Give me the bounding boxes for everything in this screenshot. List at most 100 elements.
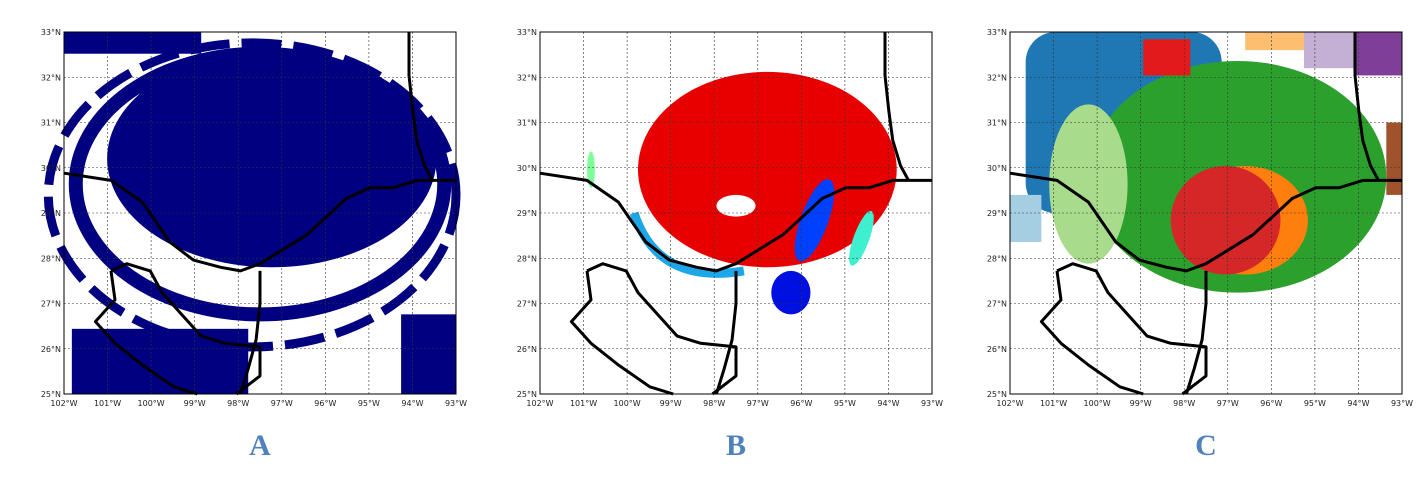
lat-tick-label: 31°N [517,119,537,128]
map-panel: 102°W 101°W 100°W 99°W 98°W 97°W 96°W 95°W 94°W 9… [517,28,943,462]
lon-tick-label: 101°W [570,399,597,408]
lon-tick-label: 97°W [747,399,769,408]
segment [716,194,756,217]
lon-tick-label: 94°W [401,399,423,408]
boundary-line [93,270,198,396]
segment [629,211,745,278]
cloud-patch [64,32,202,54]
lat-tick-label: 33°N [517,28,537,37]
boundary-line [1353,32,1380,182]
segment [587,151,595,188]
lon-tick-label: 97°W [271,399,293,408]
segment [771,270,811,315]
lat-tick-label: 32°N [987,73,1007,82]
cloud-patch [401,314,456,394]
lon-tick-label: 102°W [50,399,77,408]
lon-tick-label: 96°W [314,399,336,408]
lat-tick-label: 25°N [987,390,1007,399]
boundary-line [407,32,434,182]
boundary-line [569,270,674,396]
segment [1354,32,1402,76]
lat-tick-label: 27°N [517,300,537,309]
boundary-line [110,262,262,396]
lon-tick-label: 98°W [227,399,249,408]
boundary-line [586,262,738,396]
lat-tick-label: 25°N [41,390,61,399]
panel-letter: C [1195,429,1217,462]
lon-tick-label: 95°W [358,399,380,408]
segment [849,210,874,266]
lon-tick-label: 96°W [790,399,812,408]
lat-tick-label: 28°N [517,254,537,263]
lat-tick-label: 32°N [41,73,61,82]
cloud-patch [71,328,249,394]
lon-tick-label: 100°W [614,399,641,408]
lon-tick-label: 99°W [184,399,206,408]
lon-tick-label: 96°W [1260,399,1282,408]
lat-tick-label: 30°N [41,164,61,173]
map-frame [539,31,933,395]
lat-tick-label: 28°N [987,254,1007,263]
segment [1386,122,1402,195]
boundary-line [883,32,910,182]
lat-tick-label: 27°N [41,300,61,309]
lat-tick-label: 26°N [517,345,537,354]
segment [1304,32,1355,69]
lon-tick-label: 95°W [1304,399,1326,408]
segment [1143,39,1191,76]
lon-tick-label: 98°W [703,399,725,408]
panel-letter: B [726,429,746,462]
lon-tick-label: 101°W [1040,399,1067,408]
segment [1170,165,1281,275]
lon-tick-label: 93°W [1391,399,1413,408]
boundary-line [1039,270,1144,396]
lon-tick-label: 101°W [94,399,121,408]
lat-tick-label: 32°N [517,73,537,82]
boundary-line [1009,171,1402,273]
boundary-line [63,171,456,273]
lat-tick-label: 28°N [41,254,61,263]
segment [1049,104,1128,264]
lon-tick-label: 102°W [526,399,553,408]
lon-tick-label: 95°W [834,399,856,408]
lon-tick-label: 99°W [660,399,682,408]
panel-letter: A [249,429,271,462]
lat-tick-label: 31°N [41,119,61,128]
segment [1245,32,1304,51]
lat-tick-label: 33°N [41,28,61,37]
lat-tick-label: 30°N [987,164,1007,173]
lat-tick-label: 29°N [517,209,537,218]
lon-tick-label: 102°W [996,399,1023,408]
lat-tick-label: 29°N [41,209,61,218]
segment [794,179,835,262]
lon-tick-label: 98°W [1173,399,1195,408]
lon-tick-label: 94°W [877,399,899,408]
boundary-line [539,171,932,273]
lon-tick-label: 99°W [1130,399,1152,408]
map-panel: 102°W 101°W 100°W 99°W 98°W 97°W 96°W 95°W 94°W 9… [987,28,1413,462]
lat-tick-label: 27°N [987,300,1007,309]
lon-tick-label: 100°W [138,399,165,408]
map-panel: 102°W 101°W 100°W 99°W 98°W 97°W 96°W 95°W 94°W 9… [41,28,467,462]
lat-tick-label: 26°N [41,345,61,354]
lon-tick-label: 94°W [1347,399,1369,408]
lat-tick-label: 31°N [987,119,1007,128]
map-frame [1009,31,1403,395]
segment [638,71,897,268]
segment [1010,194,1042,242]
boundary-line [238,270,262,395]
lon-tick-label: 100°W [1084,399,1111,408]
boundary-line [1056,262,1208,396]
lon-tick-label: 97°W [1217,399,1239,408]
boundary-line [714,270,738,395]
boundary-line [1184,270,1208,395]
lon-tick-label: 93°W [921,399,943,408]
lat-tick-label: 29°N [987,209,1007,218]
map-frame [63,31,457,395]
lat-tick-label: 30°N [517,164,537,173]
lon-tick-label: 93°W [445,399,467,408]
lat-tick-label: 25°N [517,390,537,399]
lat-tick-label: 33°N [987,28,1007,37]
